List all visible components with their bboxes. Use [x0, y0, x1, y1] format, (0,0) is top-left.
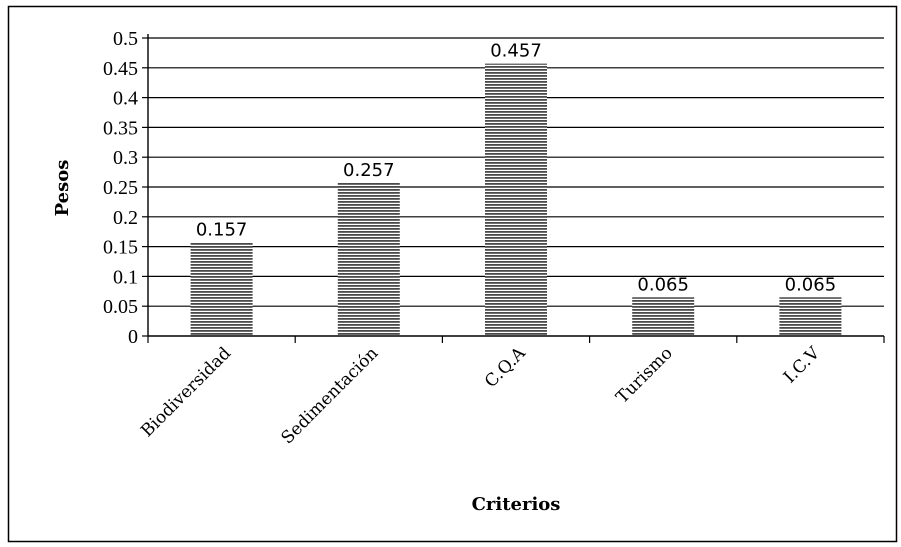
x-tick-label: Sedimentación — [277, 343, 382, 448]
y-axis-title: Pesos — [52, 160, 73, 217]
x-tick-label: I.C.V — [780, 343, 824, 387]
y-tick-label: 0 — [128, 326, 138, 348]
bar — [337, 182, 400, 336]
data-label: 0.065 — [785, 274, 837, 295]
y-tick-label: 0.1 — [113, 266, 138, 288]
y-tick-label: 0.4 — [113, 88, 138, 110]
bar — [485, 63, 547, 337]
axes — [147, 34, 885, 343]
y-tick-label: 0.35 — [103, 117, 138, 139]
x-tick-label: Biodiversidad — [137, 343, 235, 441]
x-tick-label: C.Q.A — [481, 343, 530, 392]
data-label: 0.457 — [490, 41, 542, 62]
data-label: 0.157 — [196, 219, 248, 240]
y-tick-label: 0.5 — [113, 28, 138, 50]
x-axis-title: Criterios — [472, 494, 561, 515]
bar — [190, 242, 253, 336]
bar — [632, 297, 695, 336]
y-tick-label: 0.2 — [113, 207, 138, 229]
data-label: 0.065 — [637, 274, 689, 295]
x-tick-labels: Biodiversidad Sedimentación C.Q.A Turismo I.… — [137, 343, 824, 448]
y-tick-label: 0.15 — [103, 237, 138, 259]
bar — [779, 297, 842, 336]
y-tick-labels: 0 0.05 0.1 0.15 0.2 0.25 0.3 0.35 0.4 0.45 0.5 — [103, 28, 138, 348]
data-label: 0.257 — [343, 160, 395, 181]
y-tick-label: 0.3 — [113, 147, 138, 169]
y-tick-label: 0.25 — [103, 177, 138, 199]
chart-border — [7, 5, 898, 543]
bars — [190, 63, 842, 337]
y-tick-label: 0.45 — [103, 58, 138, 80]
data-labels: 0.157 0.257 0.457 0.065 0.065 — [196, 41, 836, 296]
x-tick-label: Turismo — [612, 343, 676, 407]
y-tick-label: 0.05 — [103, 296, 138, 318]
